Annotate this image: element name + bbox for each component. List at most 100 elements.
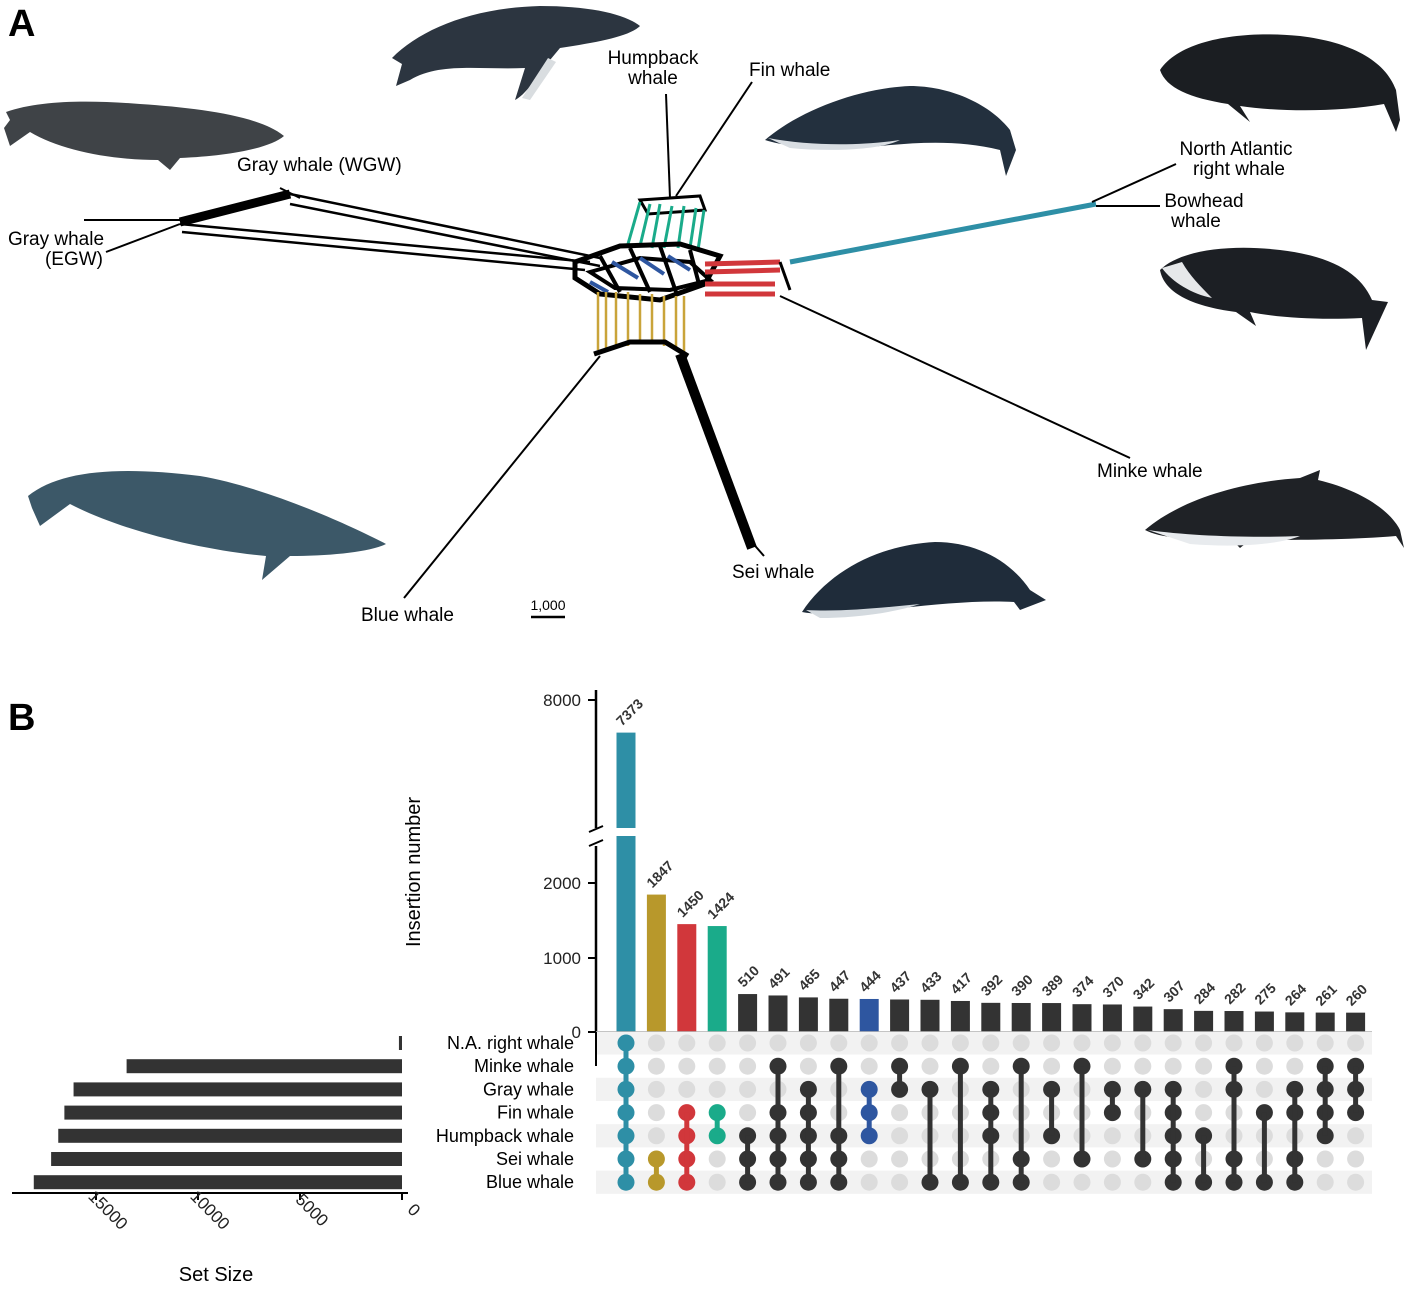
matrix-dot-empty [769,1034,787,1052]
matrix-dot-empty [1255,1080,1273,1098]
panel-a: A [4,3,1404,626]
matrix-dot-empty [739,1057,757,1075]
set-size-bar [398,1036,402,1050]
bar-8 [859,998,879,1032]
x-tick-label: 5000 [292,1190,332,1230]
bar-7 [829,998,849,1032]
label-gray-egw-line2: (EGW) [45,249,103,270]
bar-16 [1102,1004,1122,1032]
matrix-dot-empty [708,1057,726,1075]
matrix-dot-empty [678,1057,696,1075]
set-size-bar [33,1175,402,1190]
set-size-bar [73,1082,402,1097]
bar-23 [1315,1012,1335,1032]
bar-0-upper [616,732,636,828]
bar-count-label: 7373 [613,695,646,728]
label-humpback-line1: Humpback [608,48,699,69]
bar-15 [1072,1004,1092,1032]
matrix-dot-empty [1043,1034,1061,1052]
matrix-dot-empty [1195,1034,1213,1052]
minke-whale-illustration [1145,470,1404,548]
network-core [572,241,724,303]
matrix-dot-empty [678,1034,696,1052]
matrix-dot-empty [1195,1080,1213,1098]
label-fin: Fin whale [749,60,830,81]
x-tick-label: 0 [404,1200,424,1220]
matrix-dot-empty [1103,1034,1121,1052]
panel-b-letter: B [8,697,35,739]
set-size-bars [33,1036,403,1190]
matrix-dot-empty [982,1057,1000,1075]
matrix-dot-empty [891,1173,909,1191]
bar-count-label: 437 [886,968,914,996]
matrix-dot-empty [647,1104,665,1122]
bar-10 [920,999,940,1032]
matrix-dot-empty [708,1034,726,1052]
matrix-dot-empty [1286,1057,1304,1075]
label-gray-egw-line1: Gray whale [8,229,104,250]
bar-count-label: 1424 [704,889,737,922]
matrix-dot-empty [891,1034,909,1052]
bar-14 [1042,1003,1062,1032]
scale-bar-label: 1,000 [530,597,565,613]
set-size-bar [64,1105,402,1120]
panel-b: B 8000 2000 1000 0 Insertion number 7373… [8,690,1372,1286]
label-minke: Minke whale [1097,461,1203,482]
bar-count-label: 260 [1342,981,1370,1009]
matrix-dot-empty [1225,1034,1243,1052]
bar-5 [768,995,788,1032]
bar-13 [1011,1002,1031,1032]
set-label: N.A. right whale [447,1033,574,1053]
matrix-dot-empty [1347,1127,1365,1145]
matrix-dot-empty [1316,1150,1334,1168]
matrix-dot-empty [1347,1034,1365,1052]
matrix-dot-empty [1347,1150,1365,1168]
y-axis-title: Insertion number [403,797,425,947]
matrix-dot-empty [1195,1104,1213,1122]
label-na-right-line1: North Atlantic [1180,139,1293,160]
set-label: Fin whale [497,1103,574,1123]
matrix-dot-empty [1043,1150,1061,1168]
bar-19 [1194,1010,1214,1032]
bar-count-label: 433 [917,968,945,996]
matrix-dot-empty [647,1057,665,1075]
y-tick-label: 8000 [543,691,581,710]
matrix-dot-empty [1103,1150,1121,1168]
label-na-right-line2: right whale [1193,159,1285,180]
bar-9 [890,999,910,1032]
bar-count-label: 342 [1130,975,1158,1003]
matrix-dot-empty [891,1150,909,1168]
bar-count-label: 390 [1008,971,1036,999]
bar-count-label: 510 [734,962,762,990]
bar-17 [1133,1006,1153,1032]
matrix-dot-empty [708,1150,726,1168]
phylogenetic-network [84,81,1177,599]
matrix-dot-empty [647,1080,665,1098]
matrix-dot-empty [1195,1057,1213,1075]
right-whale-splits [704,163,1177,459]
fin-whale-illustration [765,86,1016,176]
set-size-bar [126,1059,402,1074]
matrix-dot-empty [1347,1173,1365,1191]
bar-count-label: 389 [1038,971,1066,999]
bar-count-label: 417 [947,969,975,997]
label-bowhead-line2: whale [1170,211,1221,232]
set-labels: N.A. right whale Minke whale Gray whale Fin… [436,1033,574,1192]
bar-count-label: 282 [1221,979,1249,1007]
y-tick-label: 0 [572,1023,581,1042]
label-na-right: North Atlantic right whale [1180,139,1293,180]
label-blue: Blue whale [361,605,454,626]
set-size-bar [58,1128,402,1143]
matrix-dot-empty [1134,1173,1152,1191]
axis-break-mark [588,825,604,833]
bar-count-label: 444 [856,967,884,995]
bar-count-label: 275 [1251,980,1279,1008]
matrix-dot-empty [739,1080,757,1098]
matrix-dot-empty [1286,1034,1304,1052]
label-bowhead-line1: Bowhead [1164,191,1243,212]
bar-21 [1254,1011,1274,1032]
matrix-dot-empty [1316,1034,1334,1052]
bar-count-label: 392 [978,971,1006,999]
label-gray-wgw: Gray whale (WGW) [237,155,402,176]
bar-count-label: 261 [1312,981,1340,1009]
